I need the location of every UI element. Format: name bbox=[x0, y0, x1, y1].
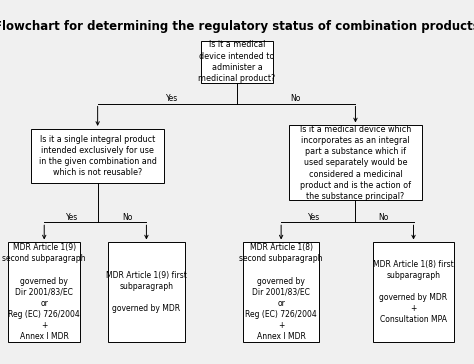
Text: No: No bbox=[378, 213, 389, 222]
FancyBboxPatch shape bbox=[201, 41, 273, 83]
Text: Is it a medical
device intended to
administer a
medicinal product?: Is it a medical device intended to admin… bbox=[199, 40, 275, 83]
Text: Yes: Yes bbox=[308, 213, 320, 222]
Text: MDR Article 1(8)
second subparagraph

governed by
Dir 2001/83/EC
or
Reg (EC) 726: MDR Article 1(8) second subparagraph gov… bbox=[239, 243, 323, 341]
Text: Flowchart for determining the regulatory status of combination products: Flowchart for determining the regulatory… bbox=[0, 20, 474, 33]
Text: Yes: Yes bbox=[66, 213, 78, 222]
FancyBboxPatch shape bbox=[108, 242, 185, 342]
FancyBboxPatch shape bbox=[373, 242, 454, 342]
Text: Is it a single integral product
intended exclusively for use
in the given combin: Is it a single integral product intended… bbox=[39, 135, 156, 177]
Text: Is it a medical device which
incorporates as an integral
part a substance which : Is it a medical device which incorporate… bbox=[300, 125, 411, 201]
FancyBboxPatch shape bbox=[243, 242, 319, 342]
Text: Yes: Yes bbox=[166, 95, 178, 103]
Text: No: No bbox=[123, 213, 133, 222]
Text: MDR Article 1(9)
second subparagraph

governed by
Dir 2001/83/EC
or
Reg (EC) 726: MDR Article 1(9) second subparagraph gov… bbox=[2, 243, 86, 341]
Text: MDR Article 1(8) first
subparagraph

governed by MDR
+
Consultation MPA: MDR Article 1(8) first subparagraph gove… bbox=[373, 260, 454, 324]
FancyBboxPatch shape bbox=[289, 125, 422, 201]
FancyBboxPatch shape bbox=[8, 242, 80, 342]
Text: No: No bbox=[290, 95, 300, 103]
FancyBboxPatch shape bbox=[31, 129, 164, 183]
Text: MDR Article 1(9) first
subparagraph

governed by MDR: MDR Article 1(9) first subparagraph gove… bbox=[106, 271, 187, 313]
